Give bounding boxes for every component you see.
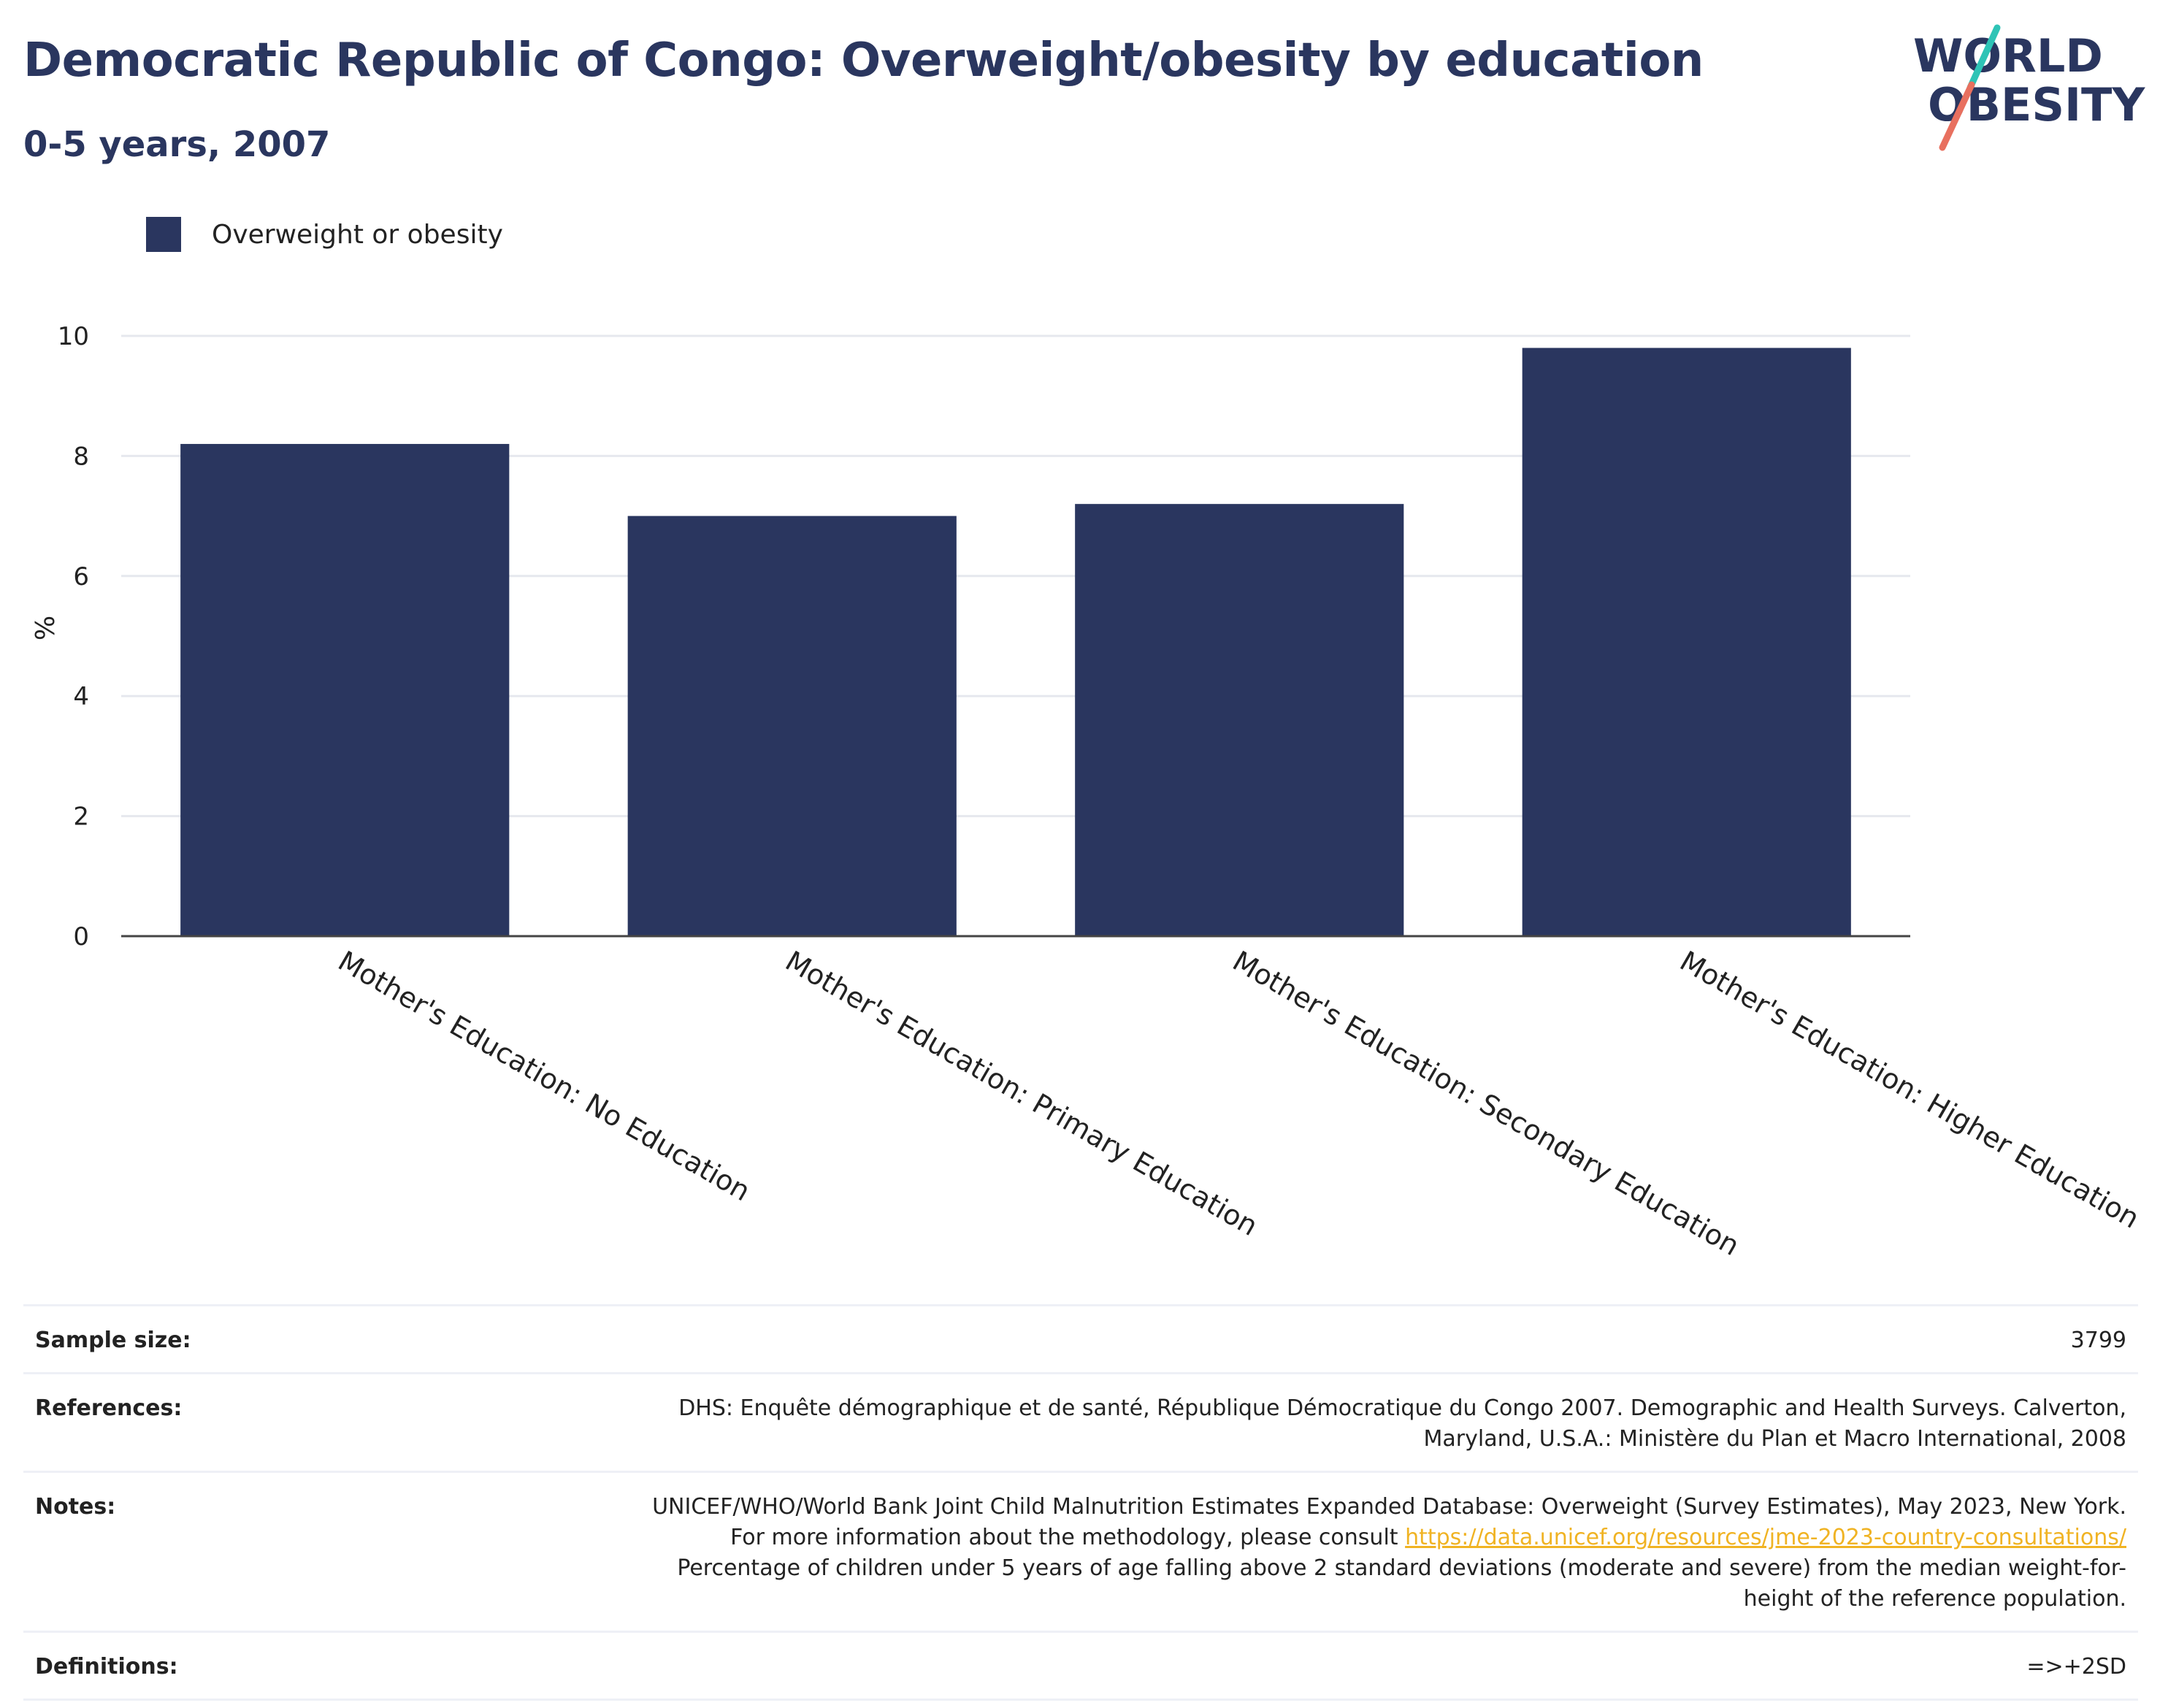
x-tick-label-1: Mother's Education: Primary Education <box>780 945 1263 1242</box>
bar-1 <box>627 516 957 936</box>
sample-size-label: Sample size: <box>35 1328 191 1353</box>
definitions-value: =>+2SD <box>2026 1654 2126 1680</box>
y-tick-label-2: 4 <box>73 682 89 711</box>
sample-size-value: 3799 <box>2070 1328 2126 1353</box>
legend: Overweight or obesity <box>146 216 503 253</box>
chart-subtitle: 0-5 years, 2007 <box>23 124 331 165</box>
x-tick-label-0: Mother's Education: No Education <box>333 945 756 1208</box>
definitions-label: Definitions: <box>35 1654 178 1680</box>
world-obesity-logo: WORLD OBESITY <box>1913 24 2145 151</box>
info-table: Sample size: 3799 References: DHS: Enquê… <box>23 1304 2138 1701</box>
y-tick-label-0: 0 <box>73 922 89 951</box>
notes-text-post: Percentage of children under 5 years of … <box>677 1555 2126 1612</box>
legend-swatch <box>146 217 181 252</box>
y-tick-label-3: 6 <box>73 562 89 591</box>
info-row-sample-size: Sample size: 3799 <box>23 1304 2138 1372</box>
notes-link[interactable]: https://data.unicef.org/resources/jme-20… <box>1405 1525 2126 1550</box>
chart-title: Democratic Republic of Congo: Overweight… <box>23 34 1704 88</box>
bar-layer <box>180 348 1851 936</box>
logo-line-1: WORLD <box>1913 29 2103 83</box>
info-row-notes: Notes: UNICEF/WHO/World Bank Joint Child… <box>23 1471 2138 1631</box>
bar-3 <box>1522 348 1851 936</box>
y-tick-label-1: 2 <box>73 803 89 832</box>
info-row-definitions: Definitions: =>+2SD <box>23 1631 2138 1701</box>
logo-slash-bottom <box>1939 81 1975 151</box>
y-tick-label-5: 10 <box>58 322 89 351</box>
notes-label: Notes: <box>35 1494 116 1520</box>
references-value: DHS: Enquête démographique et de santé, … <box>678 1395 2126 1452</box>
bar-2 <box>1075 504 1404 936</box>
notes-value: UNICEF/WHO/World Bank Joint Child Malnut… <box>629 1492 2126 1615</box>
references-label: References: <box>35 1395 183 1421</box>
y-axis-label: % <box>31 616 61 640</box>
x-tick-label-2: Mother's Education: Secondary Education <box>1228 945 1745 1263</box>
logo-slash-top <box>1966 24 2001 91</box>
legend-label: Overweight or obesity <box>212 219 503 250</box>
info-row-references: References: DHS: Enquête démographique e… <box>23 1372 2138 1471</box>
bar-0 <box>180 443 510 936</box>
notes-text-pre: UNICEF/WHO/World Bank Joint Child Malnut… <box>652 1494 2126 1550</box>
y-tick-label-4: 8 <box>73 442 89 471</box>
x-tick-label-3: Mother's Education: Higher Education <box>1674 945 2145 1235</box>
